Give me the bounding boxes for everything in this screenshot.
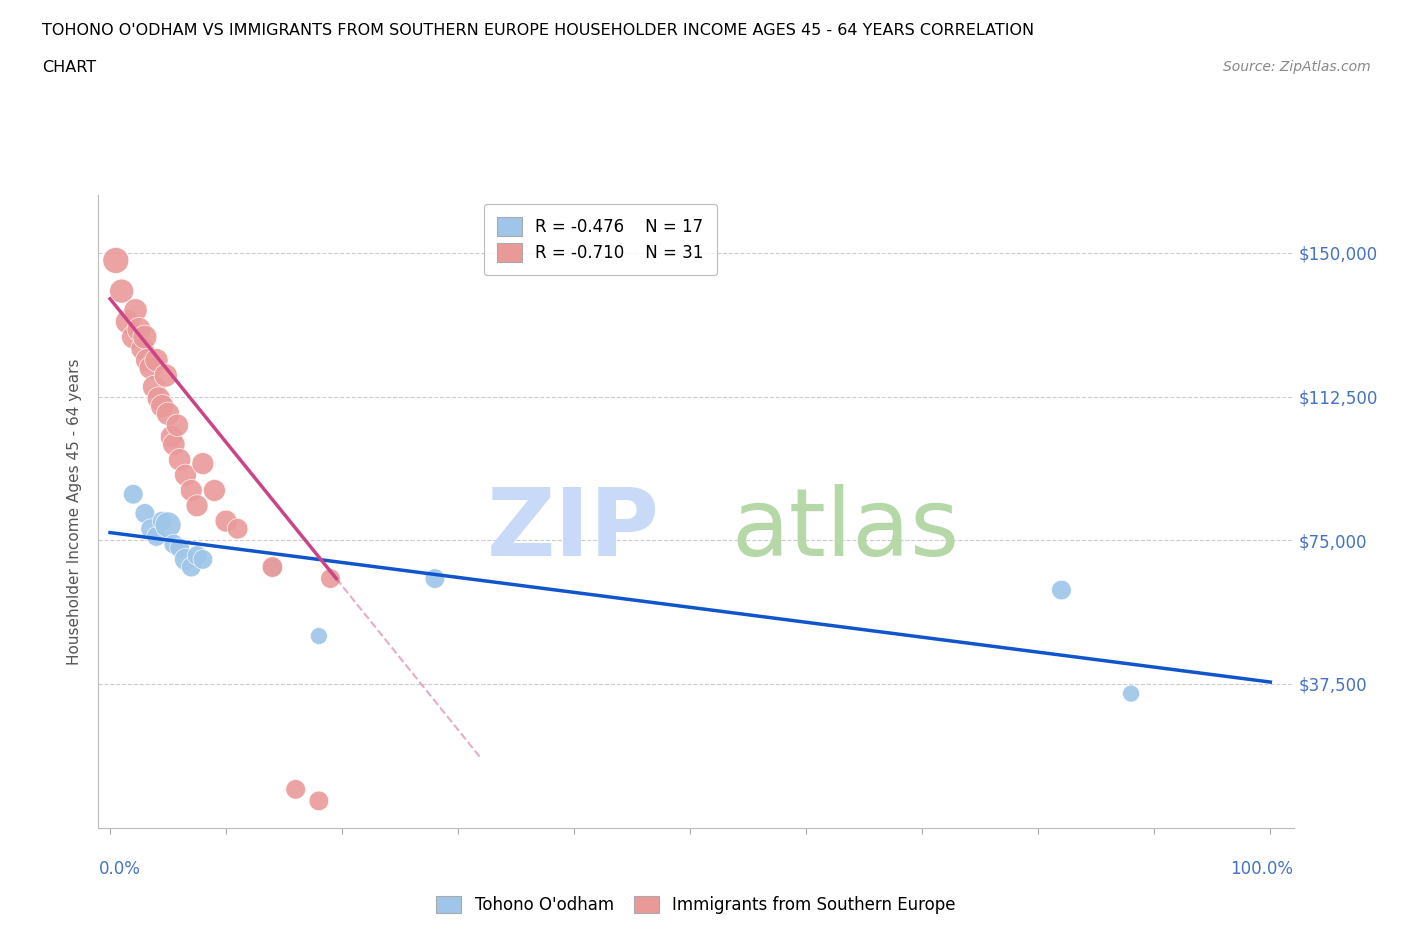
Point [284, 782, 307, 797]
Point [150, 513, 173, 528]
Point [148, 391, 170, 405]
Point [169, 452, 191, 467]
Point [136, 352, 159, 367]
Text: 100.0%: 100.0% [1230, 860, 1294, 878]
Point [145, 529, 167, 544]
Point [143, 379, 166, 394]
Point [180, 483, 202, 498]
Point [174, 552, 197, 567]
Point [128, 322, 150, 337]
Point [122, 329, 145, 344]
Point [139, 360, 162, 375]
Point [191, 456, 214, 471]
Point [145, 352, 167, 367]
Point [134, 329, 156, 344]
Point [157, 406, 180, 421]
Text: CHART: CHART [42, 60, 96, 75]
Point [186, 548, 208, 563]
Point [163, 437, 186, 452]
Point [423, 571, 446, 586]
Point [111, 284, 134, 299]
Point [215, 513, 238, 528]
Point [191, 552, 214, 567]
Point [308, 793, 330, 808]
Point [157, 517, 180, 532]
Point [155, 368, 177, 383]
Point [226, 522, 249, 537]
Legend: Tohono O'odham, Immigrants from Southern Europe: Tohono O'odham, Immigrants from Southern… [430, 889, 962, 921]
Point [180, 560, 202, 575]
Point [186, 498, 208, 513]
Point [134, 506, 156, 521]
Text: TOHONO O'ODHAM VS IMMIGRANTS FROM SOUTHERN EUROPE HOUSEHOLDER INCOME AGES 45 - 6: TOHONO O'ODHAM VS IMMIGRANTS FROM SOUTHE… [42, 23, 1035, 38]
Text: 0.0%: 0.0% [98, 860, 141, 878]
Point [160, 430, 183, 445]
Point [308, 629, 330, 644]
Point [166, 418, 188, 432]
Point [174, 468, 197, 483]
Point [262, 560, 284, 575]
Point [150, 399, 173, 414]
Point [169, 540, 191, 555]
Point [163, 537, 186, 551]
Point [262, 560, 284, 575]
Point [124, 303, 146, 318]
Text: atlas: atlas [733, 485, 960, 577]
Point [319, 571, 342, 586]
Text: Source: ZipAtlas.com: Source: ZipAtlas.com [1223, 60, 1371, 74]
Y-axis label: Householder Income Ages 45 - 64 years: Householder Income Ages 45 - 64 years [67, 358, 83, 665]
Text: ZIP: ZIP [488, 485, 661, 577]
Point [1119, 686, 1142, 701]
Point [104, 253, 127, 268]
Point [131, 341, 153, 356]
Point [1050, 582, 1073, 597]
Point [122, 486, 145, 501]
Point [139, 522, 162, 537]
Point [117, 314, 139, 329]
Point [204, 483, 226, 498]
